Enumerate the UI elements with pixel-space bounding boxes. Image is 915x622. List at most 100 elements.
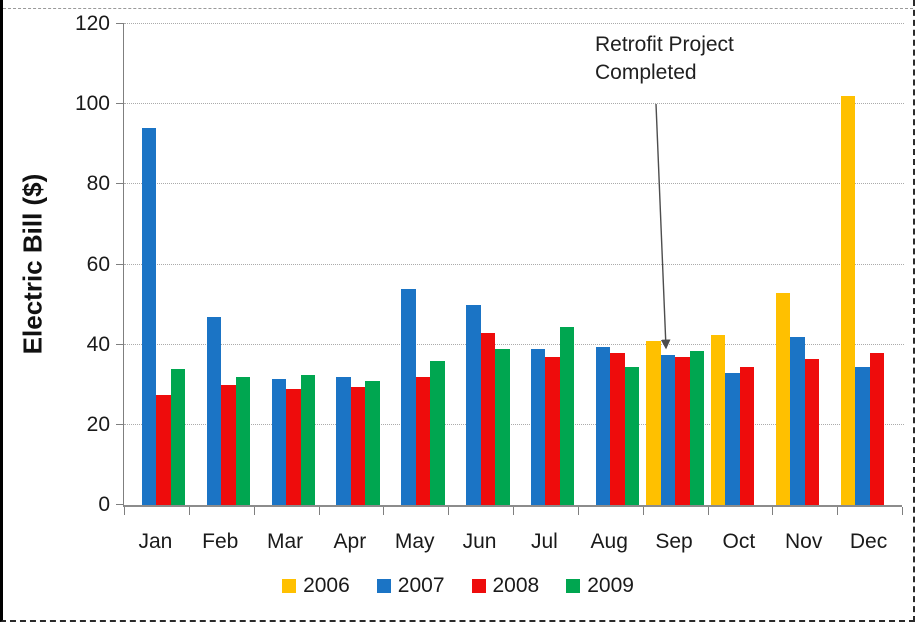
bar-2007-Jul[interactable] <box>530 348 546 505</box>
x-tick-3 <box>318 507 320 515</box>
x-label-Apr: Apr <box>333 530 367 553</box>
bar-2008-Apr[interactable] <box>350 386 366 505</box>
legend-item-2007[interactable]: 2007 <box>376 574 445 598</box>
bar-2009-Jan[interactable] <box>170 368 186 505</box>
bar-slot-2008-Mar <box>286 24 301 505</box>
bar-2007-Feb[interactable] <box>206 316 222 505</box>
bar-2009-Jun[interactable] <box>495 348 510 505</box>
bar-2009-Aug[interactable] <box>624 366 640 505</box>
bar-slot-2007-May <box>401 24 416 505</box>
legend-item-2006[interactable]: 2006 <box>282 574 350 598</box>
bar-slot-2009-Oct <box>754 24 769 505</box>
bar-2006-Sep[interactable] <box>646 340 661 505</box>
y-tick-20 <box>116 423 124 425</box>
y-tick-label-60: 60 <box>86 252 110 276</box>
bar-slot-2008-Jul <box>545 24 560 505</box>
bar-2006-Dec[interactable] <box>840 96 856 505</box>
x-tick-2 <box>253 507 255 515</box>
y-tick-label-100: 100 <box>74 92 110 116</box>
legend-swatch-2009 <box>566 579 581 593</box>
bar-slot-2009-Dec <box>884 24 899 505</box>
bar-2008-Jan[interactable] <box>156 394 171 505</box>
x-label-Oct: Oct <box>722 530 756 553</box>
bar-2008-Aug[interactable] <box>610 352 625 505</box>
x-label-Mar: Mar <box>266 530 304 553</box>
bar-2007-May[interactable] <box>401 288 416 505</box>
bar-slot-2007-Dec <box>855 24 870 505</box>
bar-2008-Jun[interactable] <box>480 332 496 505</box>
bar-group-Apr <box>318 24 383 505</box>
bar-2008-Mar[interactable] <box>286 388 301 505</box>
legend-swatch-2006 <box>282 579 297 593</box>
y-tick-80 <box>116 183 124 185</box>
bar-2008-Dec[interactable] <box>869 352 885 505</box>
bars-layer <box>124 24 902 505</box>
bar-slot-2009-Aug <box>624 24 640 505</box>
bar-2009-Apr[interactable] <box>365 380 380 505</box>
legend-swatch-2007 <box>376 579 391 593</box>
bar-2007-Dec[interactable] <box>855 366 870 505</box>
bar-slot-2006-May <box>387 24 402 505</box>
y-tick-0 <box>116 504 124 505</box>
bar-2007-Nov[interactable] <box>790 336 805 505</box>
bar-2007-Oct[interactable] <box>725 372 740 505</box>
annotation-arrow <box>655 103 671 350</box>
bar-group-Nov <box>772 24 837 505</box>
bar-2006-Nov[interactable] <box>775 292 791 505</box>
bar-2007-Mar[interactable] <box>271 378 287 505</box>
bar-2009-Mar[interactable] <box>300 374 316 505</box>
bar-slot-2006-Oct <box>710 24 726 505</box>
bar-group-Mar <box>254 24 319 505</box>
bar-group-Aug <box>578 24 643 505</box>
legend-item-2008[interactable]: 2008 <box>471 574 539 598</box>
x-label-Sep: Sep <box>655 530 693 553</box>
bar-slot-2008-Aug <box>610 24 625 505</box>
bar-2007-Jun[interactable] <box>466 304 481 505</box>
bar-2008-Feb[interactable] <box>221 384 236 505</box>
annotation-line-2: Completed <box>595 61 697 84</box>
bar-2008-Jul[interactable] <box>545 356 560 505</box>
bar-2008-Nov[interactable] <box>804 358 820 505</box>
bar-2007-Sep[interactable] <box>660 354 676 505</box>
legend: 2006 2007 2008 2009 <box>3 574 913 598</box>
y-tick-100 <box>116 103 124 105</box>
bar-slot-2008-Sep <box>675 24 690 505</box>
legend-label-2009: 2009 <box>587 574 634 597</box>
bar-group-Dec <box>837 24 902 505</box>
x-tick-10 <box>772 507 774 515</box>
bar-2007-Jan[interactable] <box>141 128 157 505</box>
bar-slot-2008-Nov <box>804 24 820 505</box>
x-label-Nov: Nov <box>785 530 823 553</box>
bar-slot-2007-Aug <box>595 24 611 505</box>
x-tick-6 <box>513 507 514 515</box>
bar-slot-2006-Jul <box>516 24 531 505</box>
bar-slot-2006-Jun <box>452 24 467 505</box>
bar-2009-Jul[interactable] <box>559 326 575 505</box>
bar-2007-Apr[interactable] <box>336 376 351 505</box>
bar-group-Jun <box>448 24 513 505</box>
bar-group-Jul <box>513 24 578 505</box>
bar-2008-Sep[interactable] <box>675 356 690 505</box>
bar-slot-2006-Dec <box>840 24 856 505</box>
bar-2008-May[interactable] <box>415 376 431 505</box>
y-axis-title: Electric Bill ($) <box>17 173 48 355</box>
bar-slot-2007-Jan <box>141 24 157 505</box>
bar-2009-Sep[interactable] <box>689 350 705 505</box>
bar-2009-May[interactable] <box>430 360 445 505</box>
plot-area: 0 20 40 60 80 100 120 <box>75 12 904 516</box>
y-tick-label-20: 20 <box>86 412 110 436</box>
legend-item-2009[interactable]: 2009 <box>566 574 634 598</box>
bar-slot-2008-Dec <box>869 24 885 505</box>
bar-slot-2007-Oct <box>725 24 740 505</box>
dashed-top-border <box>3 8 913 9</box>
bar-2006-Oct[interactable] <box>710 334 726 505</box>
x-label-Jan: Jan <box>138 530 173 553</box>
x-axis-labels: Jan Feb Mar Apr May Jun Jul Aug Sep Oct Nov Dec <box>123 530 901 554</box>
bar-2007-Aug[interactable] <box>595 346 611 505</box>
bar-2009-Feb[interactable] <box>235 376 251 505</box>
bar-slot-2009-Jan <box>170 24 186 505</box>
bar-group-Jan <box>124 24 189 505</box>
bar-2008-Oct[interactable] <box>739 366 755 505</box>
bar-slot-2006-Feb <box>192 24 207 505</box>
bar-group-Feb <box>189 24 254 505</box>
